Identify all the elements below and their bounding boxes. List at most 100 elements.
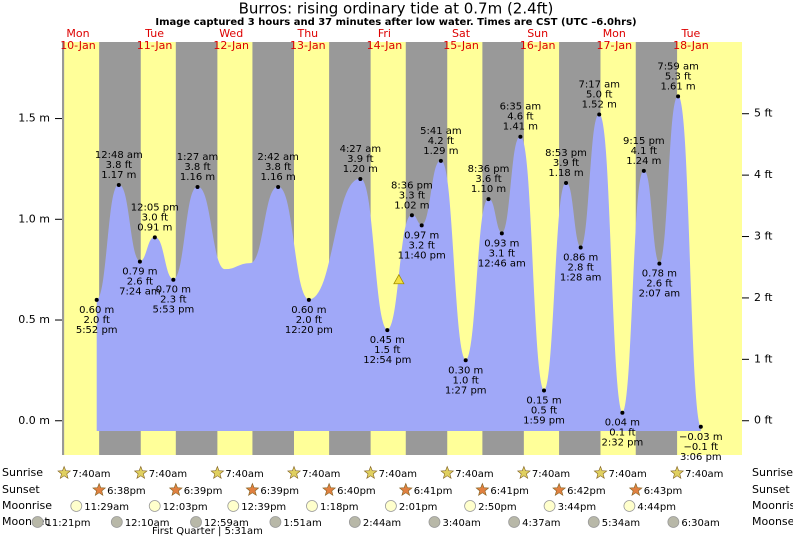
row-time: 7:40am bbox=[685, 469, 723, 480]
row-time: 7:40am bbox=[532, 469, 570, 480]
tide-extremum bbox=[137, 259, 142, 264]
tide-extremum bbox=[409, 213, 414, 218]
tide-label: 1:28 am bbox=[560, 272, 602, 283]
sunrise-icon bbox=[133, 465, 148, 479]
tide-extremum bbox=[597, 112, 602, 117]
tide-label: 12:20 pm bbox=[285, 325, 333, 336]
tide-extremum bbox=[419, 223, 424, 228]
day-name: Sun bbox=[527, 27, 548, 40]
tide-label: 2:32 pm bbox=[602, 438, 644, 449]
moonset-icon bbox=[667, 516, 680, 528]
tide-label: 1.02 m bbox=[394, 200, 429, 211]
tide-label: 8:53 pm bbox=[545, 148, 587, 159]
tide-label: 0.5 ft bbox=[531, 406, 557, 417]
tide-extremum bbox=[564, 181, 569, 186]
day-name: Fri bbox=[378, 27, 391, 40]
tide-area bbox=[96, 96, 701, 432]
row-label: Sunrise bbox=[2, 466, 43, 479]
day-date: 13-Jan bbox=[290, 39, 326, 52]
day-date: 14-Jan bbox=[367, 39, 403, 52]
tide-label: 2.0 ft bbox=[296, 315, 322, 326]
day-date: 18-Jan bbox=[673, 39, 709, 52]
row-time: 3:44pm bbox=[558, 502, 597, 513]
tide-label: 1.29 m bbox=[423, 146, 458, 157]
row-time: 1:18pm bbox=[320, 502, 359, 513]
tide-extremum bbox=[116, 183, 121, 188]
sunset-icon bbox=[168, 482, 183, 496]
row-time: 4:37am bbox=[522, 518, 560, 529]
row-label: Sunset bbox=[752, 483, 790, 496]
sunset-icon bbox=[322, 482, 337, 496]
day-date: 10-Jan bbox=[60, 39, 96, 52]
row-time: 12:39pm bbox=[241, 502, 286, 513]
row-time: 2:01pm bbox=[399, 502, 438, 513]
current-tide-marker bbox=[393, 273, 405, 285]
y-tick-label: 1.0 m bbox=[18, 212, 50, 225]
row-time: 12:10am bbox=[125, 518, 170, 529]
row-time: 6:30am bbox=[681, 518, 719, 529]
row-time: 7:40am bbox=[302, 469, 340, 480]
row-time: 12:03pm bbox=[163, 502, 208, 513]
tide-label: 8:36 pm bbox=[391, 180, 433, 191]
sunset-icon bbox=[245, 482, 260, 496]
day-date: 15-Jan bbox=[443, 39, 479, 52]
moonrise-icon bbox=[148, 500, 161, 512]
tide-extremum bbox=[306, 297, 311, 302]
moonset-icon bbox=[190, 516, 202, 528]
moonset-icon bbox=[31, 516, 44, 528]
moonrise-icon bbox=[543, 500, 556, 512]
tide-label: 1.18 m bbox=[548, 168, 583, 179]
tide-label: 1.5 ft bbox=[374, 345, 400, 356]
tide-label: 5:53 pm bbox=[152, 305, 194, 316]
tide-label: 1:27 pm bbox=[445, 385, 487, 396]
tide-label: 4.6 ft bbox=[507, 112, 533, 123]
sunrise-icon bbox=[670, 465, 685, 479]
moonset-icon bbox=[428, 516, 441, 528]
y-tick-label: 0.0 m bbox=[18, 414, 50, 427]
tide-label: 12:46 am bbox=[478, 258, 526, 269]
tide-label: 0.30 m bbox=[448, 365, 483, 376]
sunrise-icon bbox=[593, 465, 608, 479]
tide-extremum bbox=[698, 424, 703, 429]
tide-label: 2:42 am bbox=[257, 152, 299, 163]
y-tick-label: 0.5 m bbox=[18, 313, 50, 326]
tide-extremum bbox=[641, 168, 646, 173]
y2-tick-label: 1 ft bbox=[754, 352, 773, 365]
row-time: 2:44am bbox=[363, 518, 401, 529]
tide-extremum bbox=[195, 185, 200, 190]
tide-label: −0.1 ft bbox=[683, 442, 718, 453]
tide-label: 3.0 ft bbox=[142, 212, 168, 223]
tide-label: 8:36 pm bbox=[468, 164, 510, 175]
y2-tick-label: 4 ft bbox=[754, 168, 773, 181]
row-label: Moonrise bbox=[2, 499, 52, 512]
tide-label: 0.70 m bbox=[156, 285, 191, 296]
tide-label: 0.60 m bbox=[79, 305, 114, 316]
tide-label: 0.93 m bbox=[484, 238, 519, 249]
row-time: 7:40am bbox=[379, 469, 417, 480]
tide-label: 4:27 am bbox=[340, 144, 382, 155]
row-time: 7:40am bbox=[608, 469, 646, 480]
row-label: Moonset bbox=[752, 515, 793, 528]
tide-extremum bbox=[438, 158, 443, 163]
tide-label: 1.20 m bbox=[343, 164, 378, 175]
day-date: 11-Jan bbox=[137, 39, 173, 52]
tide-extremum bbox=[578, 245, 583, 250]
tide-label: 7:17 am bbox=[578, 80, 620, 91]
tide-label: 3.6 ft bbox=[475, 174, 501, 185]
day-date: 16-Jan bbox=[520, 39, 556, 52]
tide-label: 1:27 am bbox=[177, 152, 219, 163]
row-time: 6:41pm bbox=[490, 486, 529, 497]
moonrise-icon bbox=[306, 500, 318, 512]
moonset-icon bbox=[587, 516, 600, 528]
tide-label: 0.91 m bbox=[137, 222, 172, 233]
y2-tick-label: 5 ft bbox=[754, 107, 773, 120]
row-time: 6:40pm bbox=[337, 486, 376, 497]
day-name: Mon bbox=[66, 27, 89, 40]
sunrise-icon bbox=[363, 465, 378, 479]
tide-label: 0.1 ft bbox=[609, 428, 635, 439]
tide-extremum bbox=[152, 235, 157, 240]
day-name: Sat bbox=[452, 27, 471, 40]
tide-label: 1.10 m bbox=[471, 184, 506, 195]
moonrise-icon bbox=[623, 500, 636, 512]
